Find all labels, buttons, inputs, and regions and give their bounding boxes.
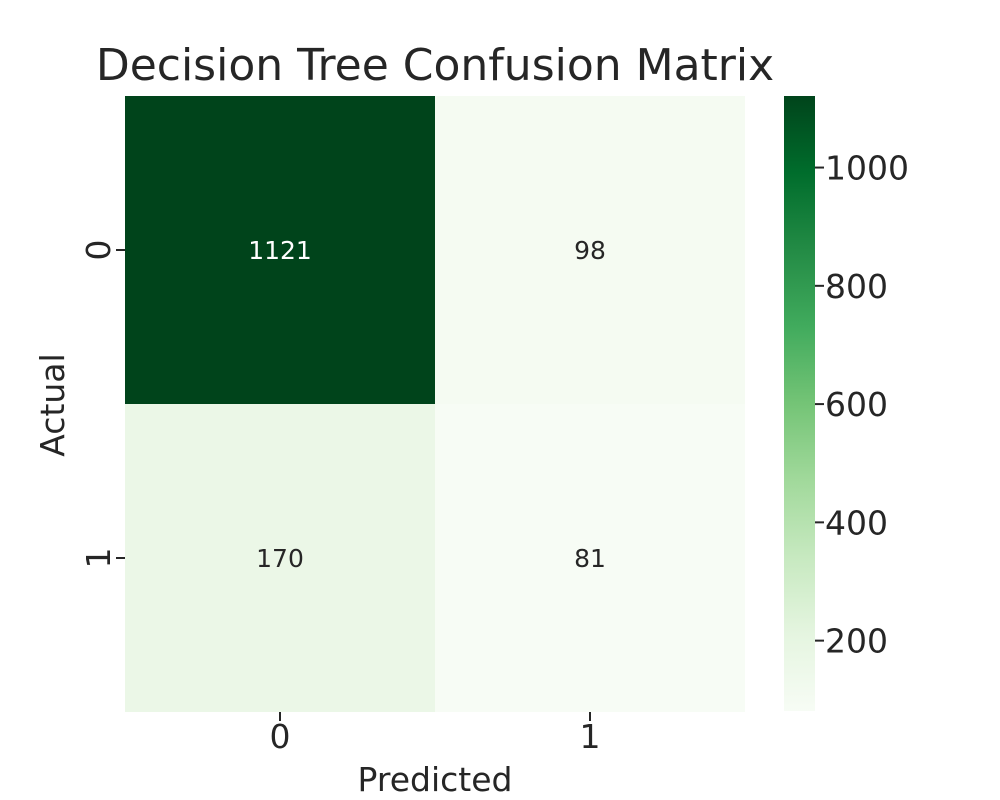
heatmap-cell-1-0 [125,404,435,712]
heatmap-cell-0-0 [125,96,435,404]
colorbar-tick-label-600: 600 [825,385,888,424]
heatmap-cell-0-1 [435,96,745,404]
colorbar-ticks: 200 400 600 800 1000 [815,149,909,661]
y-axis-label: Actual [33,353,72,456]
colorbar [784,96,815,711]
x-tick-label-0: 0 [270,717,291,756]
colorbar-tick-label-200: 200 [825,622,888,661]
colorbar-tick-label-400: 400 [825,503,888,542]
cell-value-0-0: 1121 [248,236,312,265]
cell-annotations: 1121 98 170 81 [248,236,606,573]
colorbar-tick-label-800: 800 [825,267,888,306]
chart-title: Decision Tree Confusion Matrix [96,40,774,91]
cell-value-0-1: 98 [574,236,606,265]
y-tick-label-1: 1 [79,548,118,569]
colorbar-tick-label-1000: 1000 [825,149,909,188]
cell-value-1-0: 170 [256,544,304,573]
heatmap-cell-1-1 [435,404,745,712]
x-tick-label-1: 1 [580,717,601,756]
cell-value-1-1: 81 [574,544,606,573]
heatmap-cells [125,96,745,712]
y-axis-ticks: 01 [79,240,125,569]
x-axis-label: Predicted [358,760,513,799]
y-tick-label-0: 0 [79,240,118,261]
